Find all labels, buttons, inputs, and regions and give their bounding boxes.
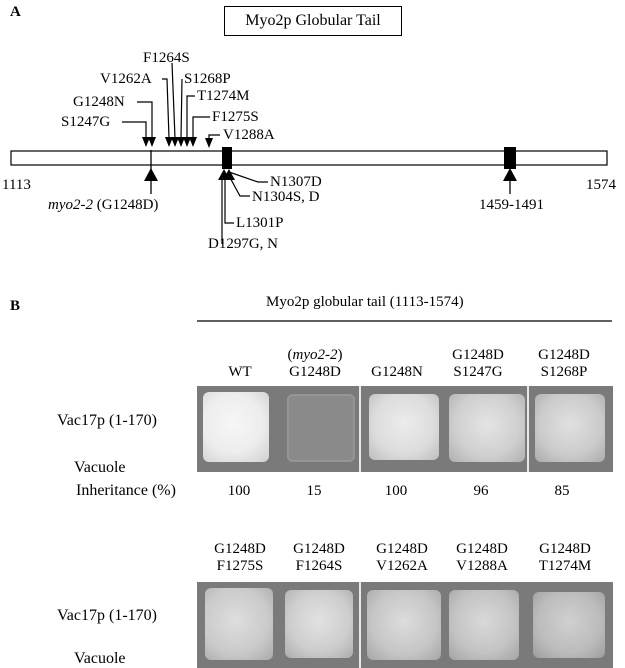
column-header: G1248D S1247G	[452, 347, 504, 380]
column-header: G1248D V1262A	[376, 541, 428, 574]
colony-wt	[203, 392, 269, 462]
inheritance-value: 100	[227, 483, 251, 499]
panel-b-header: Myo2p globular tail (1113-1574)	[266, 294, 464, 310]
mutation-label: D1297G, N	[208, 236, 278, 252]
panel-b-label: B	[10, 298, 21, 314]
column-header: G1248D V1288A	[456, 541, 508, 574]
colony-s1247g	[449, 394, 525, 462]
colony-t1274m	[533, 592, 605, 658]
globular-tail-bar	[10, 150, 608, 166]
inheritance-value: 96	[473, 483, 489, 499]
mutation-label: S1247G	[61, 114, 111, 130]
range-start-label: 1113	[2, 177, 31, 193]
mutation-label: L1301P	[236, 215, 284, 231]
colony-g1248d	[287, 394, 355, 462]
panel-a-label: A	[10, 4, 21, 20]
column-header: G1248D F1264S	[293, 541, 345, 574]
inheritance-label: Inheritance (%)	[76, 482, 176, 499]
colony-v1288a	[449, 590, 519, 660]
colony-s1268p	[535, 394, 605, 462]
colony-f1275s	[205, 588, 273, 660]
row-label-vac17p: Vac17p (1-170)	[57, 412, 157, 429]
mutation-label: N1307D	[270, 174, 322, 190]
header-rule	[197, 320, 612, 322]
vacuole-label: Vacuole	[74, 650, 126, 667]
column-header: G1248D S1268P	[538, 347, 590, 380]
strip-divider	[359, 582, 361, 668]
mutation-label: T1274M	[197, 88, 250, 104]
strip-divider	[527, 386, 529, 472]
inheritance-value: 15	[306, 483, 322, 499]
colony-g1248n	[369, 394, 439, 460]
column-header: G1248D T1274M	[538, 541, 592, 574]
myo2-2-label: myo2-2 (G1248D)	[48, 197, 159, 213]
mutation-label: G1248N	[73, 94, 125, 110]
mutation-label: S1268P	[184, 71, 231, 87]
inheritance-value: 100	[384, 483, 408, 499]
column-header: (myo2-2) G1248D	[270, 347, 360, 381]
row-label-vac17p: Vac17p (1-170)	[57, 607, 157, 624]
mutation-label: V1288A	[223, 127, 275, 143]
column-header: ​WT	[228, 364, 252, 380]
mutation-label: F1275S	[212, 109, 259, 125]
colony-v1262a	[367, 590, 441, 660]
myo2-2-arrowhead	[144, 168, 158, 181]
column-header: ​G1248N	[371, 364, 423, 380]
range-end-label: 1574	[586, 177, 616, 193]
column-header: G1248D F1275S	[214, 541, 266, 574]
domain-diagram	[10, 62, 608, 244]
strip-divider	[359, 386, 361, 472]
mutation-label: N1304S, D	[252, 189, 320, 205]
plate-strip-row1	[197, 386, 613, 472]
myo2-2-header: (myo2-2)	[287, 347, 343, 363]
inheritance-value: 85	[554, 483, 570, 499]
mutation-label: V1262A	[100, 71, 152, 87]
panel-a-title: Myo2p Globular Tail	[224, 6, 402, 36]
domain-box-1300	[222, 147, 232, 169]
domain-box-1459	[504, 147, 516, 169]
vacuole-label: Vacuole	[74, 459, 126, 476]
region-label: 1459-1491	[479, 197, 544, 213]
plate-strip-row2	[197, 582, 613, 668]
mutation-label: F1264S	[143, 50, 190, 66]
cluster-arrowhead-2	[223, 169, 235, 180]
colony-f1264s	[285, 590, 353, 658]
region-arrowhead	[503, 168, 517, 181]
